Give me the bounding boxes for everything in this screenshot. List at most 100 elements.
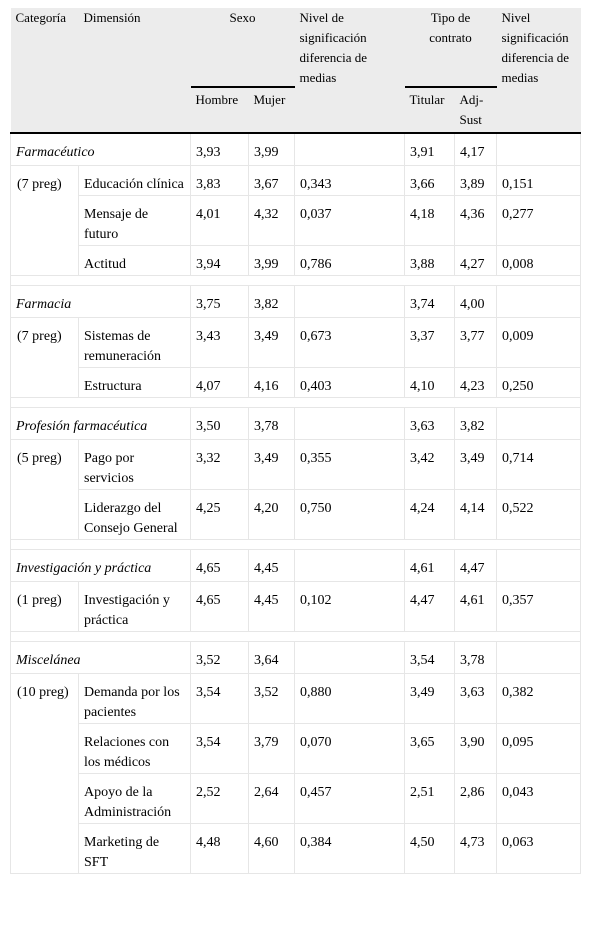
group-spacer-cell (10, 397, 581, 408)
dimension-sig-sexo: 0,750 (294, 489, 405, 540)
dimension-titular: 4,50 (404, 823, 455, 874)
dimension-sig-sexo: 0,673 (294, 317, 405, 368)
category-mujer: 3,82 (248, 285, 295, 318)
category-name: Farmacia (10, 285, 191, 318)
category-sig-sexo (294, 285, 405, 318)
question-count: (7 preg) (10, 317, 79, 398)
dimension-row: Marketing de SFT 4,48 4,60 0,384 4,50 4,73 0,0… (11, 823, 581, 874)
header-tipo-contrato: Tipo de contrato (404, 8, 497, 88)
category-hombre: 3,50 (190, 407, 249, 440)
dimension-name: Pago por servicios (78, 439, 191, 490)
dimension-titular: 4,18 (404, 195, 455, 246)
question-count: (7 preg) (10, 165, 79, 276)
dimension-hombre: 4,65 (190, 581, 249, 632)
dimension-name: Apoyo de la Administración (78, 773, 191, 824)
dimension-hombre: 3,43 (190, 317, 249, 368)
dimension-sig-sexo: 0,070 (294, 723, 405, 774)
dimension-hombre: 2,52 (190, 773, 249, 824)
dimension-mujer: 3,49 (248, 317, 295, 368)
category-adj-sust: 4,00 (454, 285, 497, 318)
dimension-sig-contrato: 0,009 (496, 317, 581, 368)
dimension-row: Apoyo de la Administración 2,52 2,64 0,457 2… (11, 773, 581, 824)
header-adj-sust: Adj-Sust (454, 87, 497, 134)
dimension-name: Marketing de SFT (78, 823, 191, 874)
category-sig-sexo (294, 132, 405, 166)
category-mujer: 3,99 (248, 132, 295, 166)
dimension-mujer: 3,79 (248, 723, 295, 774)
category-mujer: 3,64 (248, 641, 295, 674)
dimension-titular: 3,66 (404, 165, 455, 196)
category-titular: 3,91 (404, 132, 455, 166)
dimension-adj-sust: 3,89 (454, 165, 497, 196)
dimension-sig-sexo: 0,343 (294, 165, 405, 196)
dimension-hombre: 3,54 (190, 673, 249, 724)
dimension-titular: 3,88 (404, 245, 455, 276)
category-titular: 3,63 (404, 407, 455, 440)
dimension-hombre: 3,32 (190, 439, 249, 490)
category-row: Farmacéutico 3,93 3,99 3,91 4,17 (10, 132, 581, 166)
dimension-titular: 3,65 (404, 723, 455, 774)
group-spacer (10, 539, 581, 550)
header-mujer: Mujer (248, 87, 295, 134)
category-name: Miscelánea (10, 641, 191, 674)
dimension-name: Relaciones con los médicos (78, 723, 191, 774)
results-table: Categoría Dimensión Sexo Nivel de signif… (10, 8, 581, 874)
dimension-row: Mensaje de futuro 4,01 4,32 0,037 4,18 4,36 0,… (11, 195, 581, 246)
dimension-adj-sust: 4,14 (454, 489, 497, 540)
category-sig-contrato (496, 285, 581, 318)
category-adj-sust: 3,82 (454, 407, 497, 440)
dimension-mujer: 4,45 (248, 581, 295, 632)
dimension-sig-contrato: 0,008 (496, 245, 581, 276)
dimension-titular: 4,47 (404, 581, 455, 632)
group-spacer (10, 631, 581, 642)
dimension-adj-sust: 4,36 (454, 195, 497, 246)
dimension-adj-sust: 4,27 (454, 245, 497, 276)
category-sig-sexo (294, 549, 405, 582)
category-titular: 4,61 (404, 549, 455, 582)
dimension-name: Sistemas de remuneración (78, 317, 191, 368)
category-name: Farmacéutico (10, 132, 191, 166)
dimension-adj-sust: 4,61 (454, 581, 497, 632)
dimension-row: (5 preg) Pago por servicios 3,32 3,49 0,355 3… (10, 439, 581, 540)
dimension-name: Educación clínica (78, 165, 191, 196)
category-adj-sust: 4,47 (454, 549, 497, 582)
dimension-sig-sexo: 0,384 (294, 823, 405, 874)
dimension-adj-sust: 3,90 (454, 723, 497, 774)
dimension-hombre: 4,25 (190, 489, 249, 540)
header-nivel-significacion-sexo: Nivel de significación diferencia de med… (294, 8, 405, 134)
results-table-container: Categoría Dimensión Sexo Nivel de signif… (10, 8, 581, 874)
dimension-sig-contrato: 0,095 (496, 723, 581, 774)
category-hombre: 3,75 (190, 285, 249, 318)
dimension-hombre: 4,01 (190, 195, 249, 246)
dimension-name: Investigación y práctica (78, 581, 191, 632)
category-row: Miscelánea 3,52 3,64 3,54 3,78 (10, 641, 581, 674)
dimension-titular: 4,24 (404, 489, 455, 540)
dimension-row: Relaciones con los médicos 3,54 3,79 0,070 3… (11, 723, 581, 774)
dimension-name: Actitud (78, 245, 191, 276)
dimension-hombre: 3,83 (190, 165, 249, 196)
category-name: Profesión farmacéutica (10, 407, 191, 440)
category-hombre: 3,52 (190, 641, 249, 674)
category-row: Farmacia 3,75 3,82 3,74 4,00 (10, 285, 581, 318)
dimension-row: Estructura 4,07 4,16 0,403 4,10 4,23 0,250 (11, 367, 581, 398)
group-spacer (10, 275, 581, 286)
category-sig-contrato (496, 407, 581, 440)
dimension-sig-sexo: 0,037 (294, 195, 405, 246)
dimension-adj-sust: 4,23 (454, 367, 497, 398)
category-mujer: 4,45 (248, 549, 295, 582)
dimension-sig-sexo: 0,457 (294, 773, 405, 824)
table-body: Farmacéutico 3,93 3,99 3,91 4,17 (7 preg) Educ… (10, 132, 581, 874)
category-sig-contrato (496, 549, 581, 582)
dimension-sig-contrato: 0,063 (496, 823, 581, 874)
dimension-sig-contrato: 0,277 (496, 195, 581, 246)
header-hombre: Hombre (190, 87, 249, 134)
dimension-sig-sexo: 0,102 (294, 581, 405, 632)
category-hombre: 4,65 (190, 549, 249, 582)
group-spacer (10, 397, 581, 408)
dimension-sig-contrato: 0,714 (496, 439, 581, 490)
dimension-row: Liderazgo del Consejo General 4,25 4,20 0,7… (11, 489, 581, 540)
dimension-sig-contrato: 0,357 (496, 581, 581, 632)
dimension-hombre: 4,48 (190, 823, 249, 874)
dimension-sig-sexo: 0,403 (294, 367, 405, 398)
header-row-1: Categoría Dimensión Sexo Nivel de signif… (10, 8, 581, 134)
